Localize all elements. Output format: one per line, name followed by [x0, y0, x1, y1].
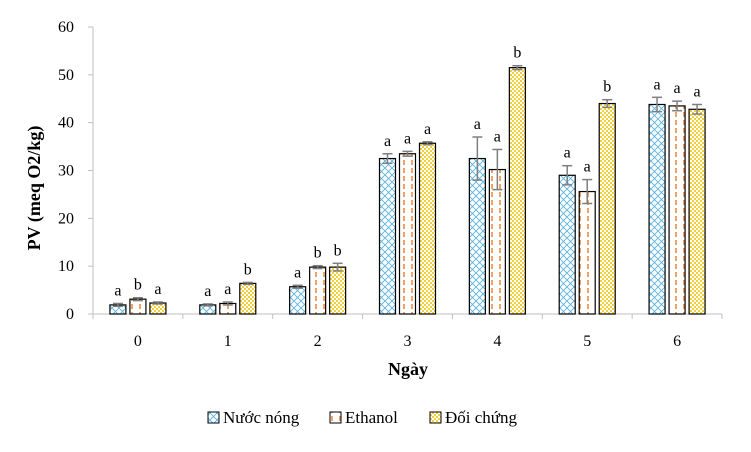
legend-label: Đối chứng	[445, 408, 518, 427]
x-tick-label: 4	[493, 333, 501, 350]
x-tick-label: 6	[673, 333, 681, 350]
bar	[309, 266, 327, 315]
y-axis: 0 10 20 30 40 50 60	[58, 19, 94, 323]
x-tick-label: 1	[224, 333, 232, 350]
bar	[418, 142, 437, 315]
x-tick-label: 5	[583, 333, 591, 350]
legend: Nước nóng Ethanol Đối chứng	[207, 408, 518, 427]
significance-label: a	[424, 121, 431, 138]
legend-swatch	[207, 411, 220, 424]
legend-label: Nước nóng	[223, 408, 300, 427]
significance-label: a	[654, 76, 661, 93]
bar	[578, 190, 596, 315]
significance-label: a	[294, 264, 301, 281]
significance-label: a	[584, 159, 591, 176]
x-tick-label: 3	[404, 333, 412, 350]
bar	[398, 153, 417, 315]
significance-label: a	[154, 281, 161, 298]
y-tick-label: 20	[58, 210, 74, 227]
significance-label: a	[384, 133, 391, 150]
bar	[648, 103, 666, 315]
bar	[668, 105, 686, 315]
y-tick-label: 40	[58, 115, 74, 132]
bar	[598, 102, 616, 315]
x-tick-label: 2	[314, 333, 322, 350]
significance-label: a	[494, 128, 501, 145]
significance-label: a	[404, 130, 411, 147]
y-tick-label: 10	[58, 258, 74, 275]
significance-label: a	[694, 83, 701, 100]
significance-label: a	[564, 145, 571, 162]
legend-swatch	[329, 411, 342, 424]
significance-label: a	[674, 80, 681, 97]
y-tick-label: 30	[58, 163, 74, 180]
significance-label: b	[314, 245, 322, 262]
x-axis: 0 1 2 3 4 5 6	[92, 313, 723, 350]
bar	[239, 282, 257, 315]
y-axis-title: PV (meq O2/kg)	[24, 126, 45, 251]
y-tick-label: 0	[66, 306, 74, 323]
x-axis-title: Ngày	[388, 359, 428, 379]
significance-label: b	[603, 79, 611, 96]
legend-swatch	[429, 411, 442, 424]
y-tick-label: 60	[58, 19, 74, 36]
bar	[129, 298, 147, 315]
legend-label: Ethanol	[345, 408, 398, 427]
significance-label: b	[513, 45, 521, 62]
significance-label: a	[114, 282, 121, 299]
significance-label: b	[244, 261, 252, 278]
bar	[488, 168, 506, 315]
significance-label: a	[474, 116, 481, 133]
significance-label: a	[204, 283, 211, 300]
y-tick-label: 50	[58, 67, 74, 84]
bar	[558, 174, 576, 315]
bar	[468, 157, 486, 315]
bar	[688, 108, 706, 315]
bar	[508, 67, 526, 315]
x-tick-label: 0	[134, 333, 142, 350]
bar	[329, 266, 347, 315]
bar	[378, 157, 397, 315]
bar	[289, 286, 307, 315]
significance-label: a	[224, 281, 231, 298]
significance-label: b	[134, 277, 142, 294]
significance-label: b	[334, 242, 342, 259]
